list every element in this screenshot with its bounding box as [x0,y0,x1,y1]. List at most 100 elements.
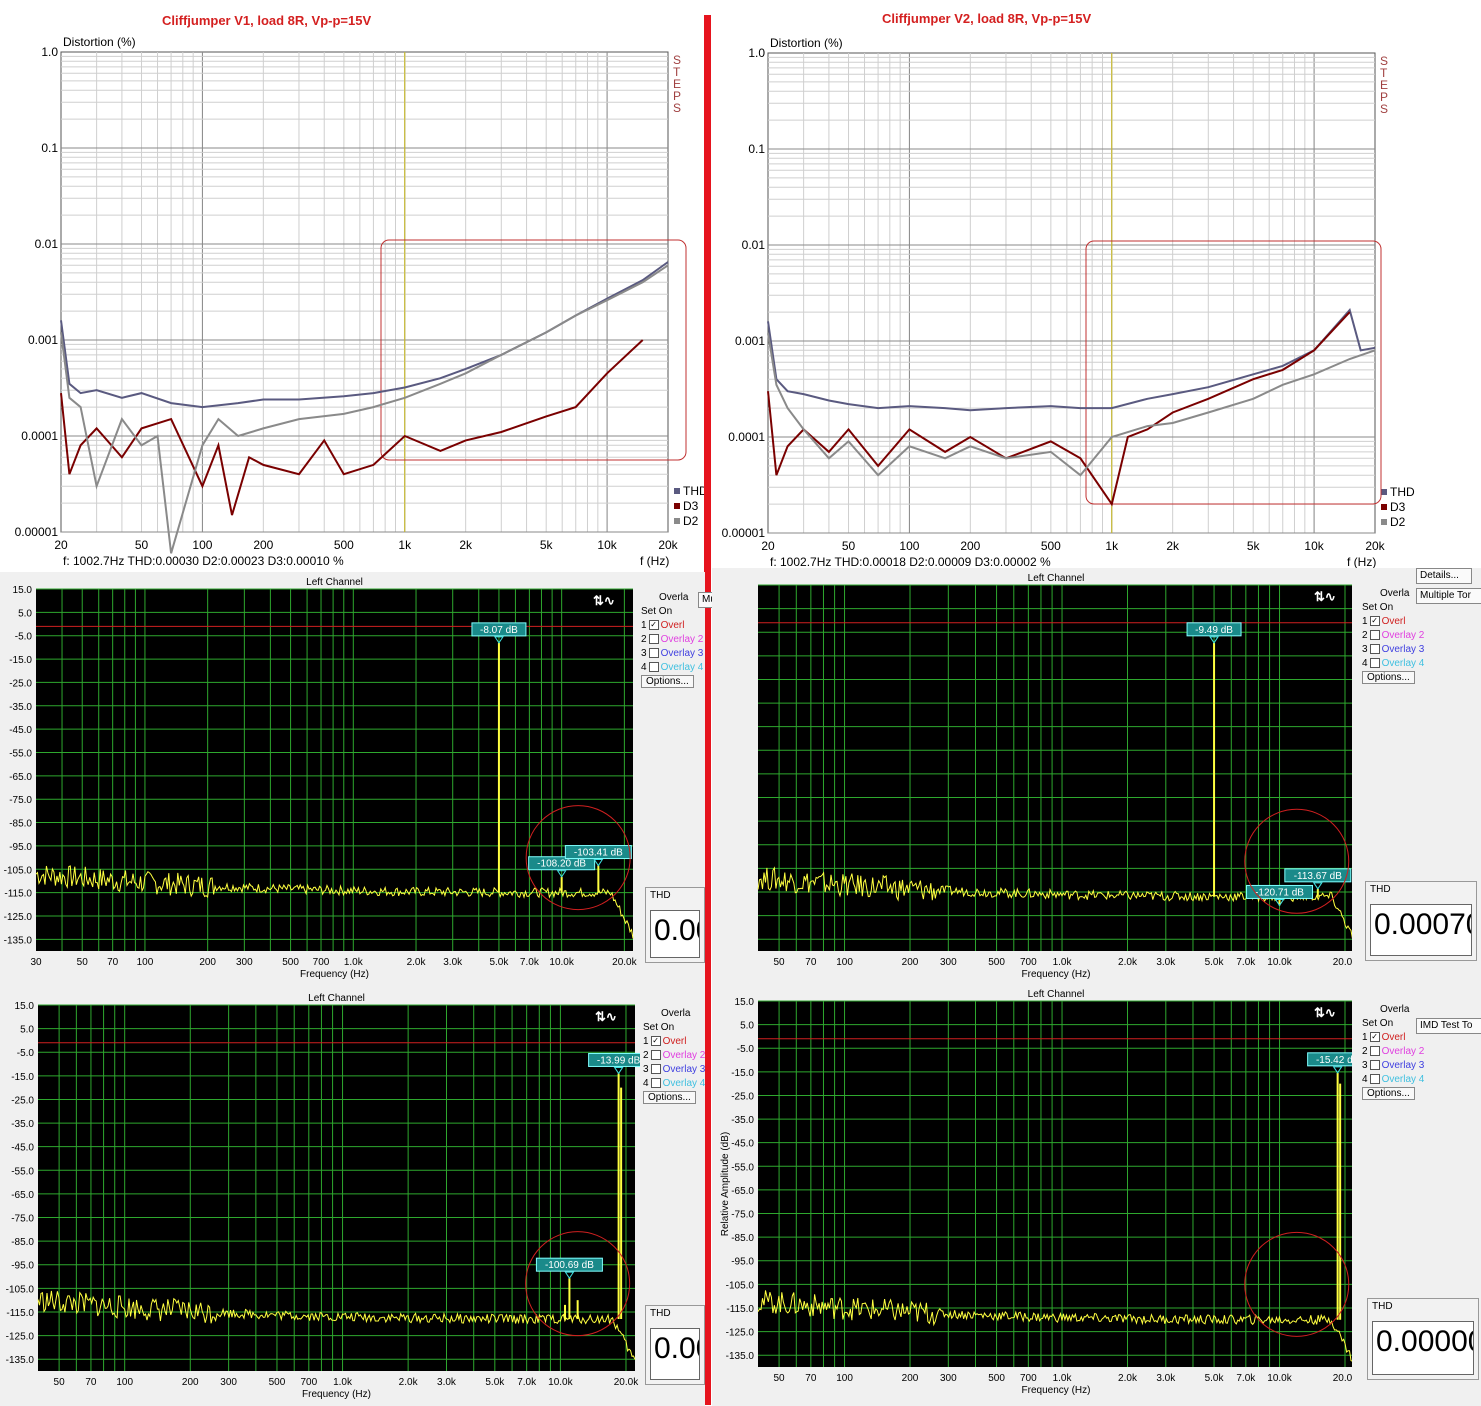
spectrum-y-tick: -115.0 [6,1308,34,1319]
overlay-index: 3 [641,648,647,659]
overlay-row[interactable]: 4 Overlay 4 [643,1077,705,1091]
overlay-checkbox[interactable]: ✓ [1369,1032,1380,1043]
marker-label: -8.07 dB [480,625,518,636]
options-button[interactable]: Options... [1362,1087,1424,1101]
spectrum-y-tick: 5.0 [20,1025,34,1036]
legend-swatch [1381,489,1387,495]
series-d3-line [60,339,644,516]
spectrum-x-tick: 100 [137,957,154,968]
overlay-index: 3 [1362,1060,1368,1071]
spectrum-x-tick: 500 [282,957,299,968]
overlay-row[interactable]: 4 Overlay 4 [641,661,703,675]
spectrum-y-tick: -65.0 [731,1186,754,1197]
spectrum-x-tick: 20.0k [1333,1373,1352,1384]
thd-readout: THD 0.000 [645,1305,705,1385]
overlay-row[interactable]: 2 Overlay 2 [1362,629,1424,643]
overlay-label: Overlay 4 [1381,658,1425,669]
spectrum-y-tick: -95.0 [731,1257,754,1268]
spectrum-x-tick: 30 [30,957,42,968]
overlay-checkbox[interactable] [650,1078,661,1089]
overlay-checkbox[interactable] [1369,1074,1380,1085]
spectrum-panel: -13.99 dB -100.69 dB 15.0 5.0 -5.0 -15.0 -25.0… [0,990,705,1406]
overlay-row[interactable]: 3 Overlay 3 [1362,1059,1424,1073]
spectrum-x-tick: 1.0k [1053,1373,1073,1384]
spectrum-x-tick: 3.0k [443,957,463,968]
overlay-checkbox[interactable] [650,1050,661,1061]
spectrum-x-tick: 200 [182,1377,199,1388]
vertical-separator [704,15,711,1405]
spectrum-title: Left Channel [1028,989,1085,1000]
overlay-checkbox[interactable]: ✓ [1369,616,1380,627]
spectrum-plot-area [38,1005,635,1371]
spectrum-title: Left Channel [1028,573,1085,584]
overlay-row[interactable]: 2 Overlay 2 [641,633,703,647]
spectrum-chart: -13.99 dB -100.69 dB 15.0 5.0 -5.0 -15.0 -25.0… [6,993,640,1400]
spectrum-x-tick: 700 [1020,957,1037,968]
marker-pointer [556,870,567,878]
marker-label: -100.69 dB [545,1260,594,1271]
spectrum-y-tick: -35.0 [731,1115,754,1126]
y-tick-label: 0.1 [748,142,765,156]
x-tick-label: 100 [192,538,212,552]
overlay-row[interactable]: 1 ✓ Overl [1362,615,1424,629]
spectrum-x-tick: 5.0k [485,1377,505,1388]
test-mode-tab[interactable]: IMD Test To [1416,1018,1481,1034]
overlay-row[interactable]: 4 Overlay 4 [1362,1073,1424,1087]
overlay-row[interactable]: 4 Overlay 4 [1362,657,1424,671]
overlay-row[interactable]: 2 Overlay 2 [1362,1045,1424,1059]
y-tick-label: 1.0 [748,46,765,60]
overlay-header: Overla [661,1008,691,1019]
overlay-checkbox[interactable] [648,662,659,673]
series-d2-line [60,264,669,554]
overlay-checkbox[interactable] [1369,658,1380,669]
options-button[interactable]: Options... [1362,671,1424,685]
spectrum-x-tick: 2.0k [407,957,427,968]
overlay-checkbox[interactable]: ✓ [650,1036,661,1047]
test-mode-tab[interactable]: Multiple Tor [1416,588,1481,604]
marker-pointer [1312,882,1323,890]
overlay-index: 4 [641,662,647,673]
overlay-row[interactable]: 1 ✓ Overl [641,619,703,633]
spectrum-y-tick: -65.0 [11,1190,34,1201]
overlay-checkbox[interactable] [1369,1060,1380,1071]
spectrum-x-tick: 300 [220,1377,237,1388]
overlay-checkbox[interactable] [1369,630,1380,641]
series-d3-line [767,311,1351,507]
spectrum-x-tick: 10.0k [1267,1373,1292,1384]
overlay-index: 1 [641,620,647,631]
spectrum-panel: -8.07 dB -108.20 dB -103.41 dB 15.0 5.0 -5.0 -… [0,570,768,990]
overlay-row[interactable]: 3 Overlay 3 [641,647,703,661]
spectrum-y-tick: -25.0 [9,678,32,689]
spectrum-x-tick: 3.0k [437,1377,457,1388]
overlay-checkbox[interactable] [648,634,659,645]
spectrum-y-tick: -5.0 [737,1044,755,1055]
overlay-checkbox[interactable] [1369,1046,1380,1057]
y-tick-label: 0.001 [735,334,765,348]
options-button[interactable]: Options... [643,1091,705,1105]
options-button[interactable]: Options... [641,675,703,689]
marker-label-box [1246,884,1314,899]
overlay-checkbox[interactable] [1369,644,1380,655]
overlay-row[interactable]: 3 Overlay 3 [643,1063,705,1077]
overlay-row[interactable]: 3 Overlay 3 [1362,643,1424,657]
overlay-checkbox[interactable] [650,1064,661,1075]
overlay-checkbox[interactable]: ✓ [648,620,659,631]
waveform-icon: ⇅∿ [593,593,615,608]
overlay-row[interactable]: 1 ✓ Overl [643,1035,705,1049]
spectrum-y-tick: -95.0 [11,1261,34,1272]
marker-pointer [613,1066,624,1075]
steps-label: S [1380,102,1388,116]
highlight-box [1085,240,1382,505]
spectrum-y-tick: -45.0 [731,1139,754,1150]
spectrum-y-tick: -25.0 [11,1095,34,1106]
spectrum-plot-area [758,1001,1352,1367]
spectrum-y-tick: -125.0 [6,1332,35,1343]
spectrum-x-tick: 500 [269,1377,286,1388]
overlay-checkbox[interactable] [648,648,659,659]
set-on-header: Set On [1362,1018,1394,1029]
spectrum-y-tick: -5.0 [17,1048,35,1059]
overlay-row[interactable]: 2 Overlay 2 [643,1049,705,1063]
overlay-row[interactable]: 1 ✓ Overl [1362,1031,1424,1045]
details-tab[interactable]: Details... [1416,568,1472,584]
